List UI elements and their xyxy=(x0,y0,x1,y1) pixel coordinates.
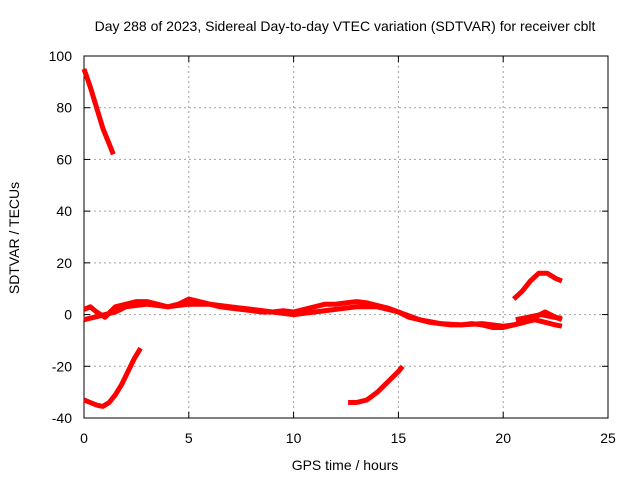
series-group xyxy=(81,68,563,409)
x-tick-label: 5 xyxy=(185,430,193,446)
y-axis-label: SDTVAR / TECUs xyxy=(6,182,22,294)
x-tick-label: 10 xyxy=(286,430,302,446)
y-tick-label: 100 xyxy=(49,48,73,64)
y-tick-label: -20 xyxy=(52,358,72,374)
series-arc-5 xyxy=(348,364,405,405)
x-tick-label: 25 xyxy=(600,430,616,446)
series-arc-2 xyxy=(83,346,143,409)
series-arc-6 xyxy=(511,270,563,301)
y-tick-label: 40 xyxy=(56,203,72,219)
y-tick-label: 0 xyxy=(64,307,72,323)
x-axis-label: GPS time / hours xyxy=(292,457,399,473)
axis-ticks: 0 5 10 15 20 25 -40 -20 0 20 40 60 80 100 xyxy=(49,48,616,446)
series-arc-4 xyxy=(83,301,563,329)
grid xyxy=(84,56,608,418)
y-tick-label: 60 xyxy=(56,151,72,167)
plot-frame xyxy=(83,55,609,419)
y-tick-label: 80 xyxy=(56,100,72,116)
y-tick-label: -40 xyxy=(52,410,72,426)
series-arc-1 xyxy=(81,68,116,156)
chart-title: Day 288 of 2023, Sidereal Day-to-day VTE… xyxy=(95,18,596,34)
y-tick-label: 20 xyxy=(56,255,72,271)
x-tick-label: 20 xyxy=(495,430,511,446)
x-tick-label: 15 xyxy=(391,430,407,446)
x-tick-label: 0 xyxy=(80,430,88,446)
series-arc-7 xyxy=(515,312,563,323)
